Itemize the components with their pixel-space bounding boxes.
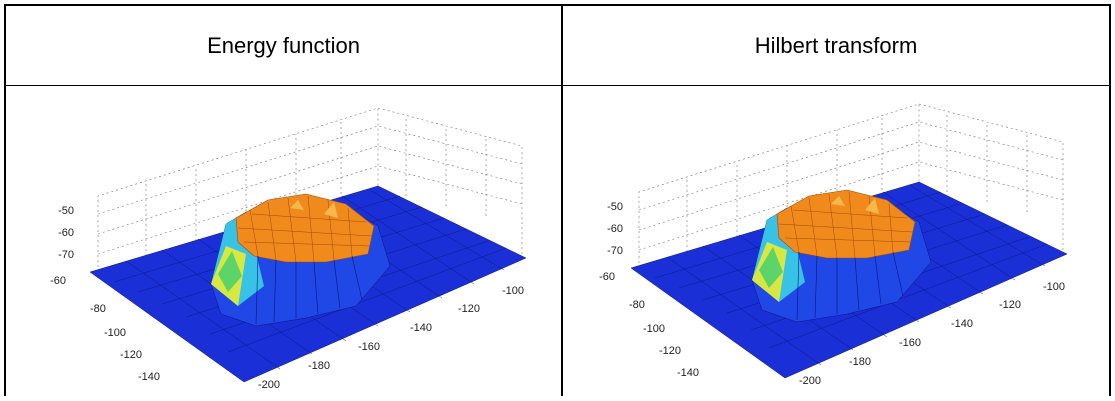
- z-tick-label: -50: [607, 201, 623, 213]
- hilbert-transform-plot: -50 -60 -70 -60 -80 -100 -120 -140 -200 …: [563, 86, 1109, 396]
- y-tick-label: -120: [999, 299, 1021, 311]
- z-tick-label: -60: [607, 223, 623, 235]
- y-tick-label: -200: [799, 375, 821, 387]
- y-tick-label: -120: [458, 303, 480, 315]
- z-tick-label: -70: [607, 245, 623, 257]
- z-tick-label: -50: [58, 205, 74, 217]
- y-tick-label: -200: [258, 379, 280, 391]
- y-tick-label: -140: [410, 322, 432, 334]
- x-tick-label: -120: [659, 345, 681, 357]
- x-tick-label: -140: [677, 367, 699, 379]
- energy-function-plot: -50 -60 -70 -60 -80 -100 -120 -140 -200 …: [6, 86, 561, 396]
- y-tick-label: -180: [308, 360, 330, 372]
- z-tick-label: -60: [599, 271, 615, 283]
- z-axis-labels: -50 -60 -70 -60: [599, 201, 623, 283]
- x-axis-labels: -80 -100 -120 -140: [90, 303, 160, 383]
- column-header-energy-function: Energy function: [6, 6, 561, 85]
- x-tick-label: -100: [104, 327, 126, 339]
- y-tick-label: -160: [899, 337, 921, 349]
- x-tick-label: -100: [643, 323, 665, 335]
- y-tick-label: -100: [502, 285, 524, 297]
- z-tick-label: -60: [50, 275, 66, 287]
- z-tick-label: -60: [58, 227, 74, 239]
- y-tick-label: -140: [951, 318, 973, 330]
- z-axis-labels: -50 -60 -70 -60: [50, 205, 74, 287]
- y-tick-label: -180: [849, 356, 871, 368]
- column-header-hilbert-transform: Hilbert transform: [563, 6, 1109, 85]
- z-tick-label: -70: [58, 249, 74, 261]
- x-tick-label: -80: [90, 303, 106, 315]
- y-tick-label: -160: [358, 341, 380, 353]
- x-tick-label: -140: [138, 371, 160, 383]
- x-axis-labels: -80 -100 -120 -140: [629, 299, 699, 379]
- y-tick-label: -100: [1043, 281, 1065, 293]
- x-tick-label: -120: [120, 349, 142, 361]
- x-tick-label: -80: [629, 299, 645, 311]
